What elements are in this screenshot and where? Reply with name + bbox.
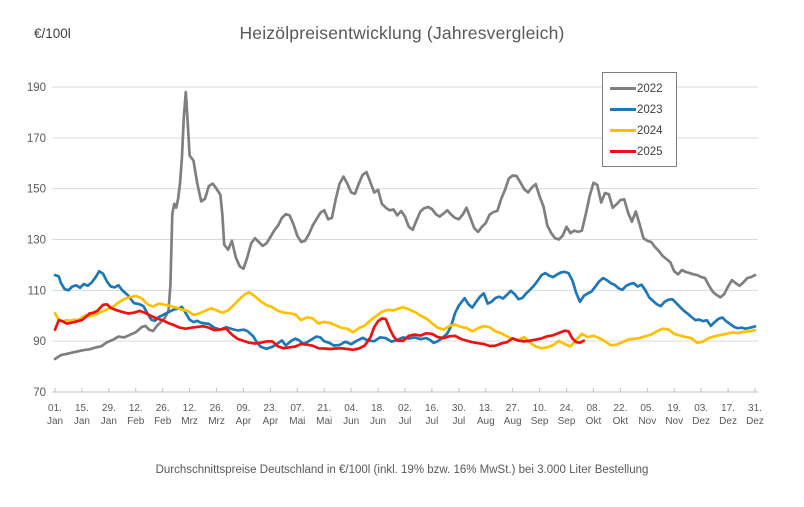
x-tick-label: 07. Mai xyxy=(289,403,305,427)
x-tick-label: 09. Apr xyxy=(236,403,252,427)
series-line-2023 xyxy=(53,269,757,351)
y-tick-label-170: 170 xyxy=(27,133,46,145)
x-tick-label: 23. Apr xyxy=(263,403,279,427)
x-tick-label: 16. Jul xyxy=(425,403,439,427)
x-tick-label: 12. Mrz xyxy=(181,403,198,427)
x-tick-label: 15. Jan xyxy=(74,403,90,427)
legend-item-2024: 2024 xyxy=(610,120,670,141)
legend-item-2022: 2022 xyxy=(610,78,670,99)
legend-swatch-2022 xyxy=(610,87,636,90)
y-tick-label-130: 130 xyxy=(27,235,46,247)
series-line-2025 xyxy=(53,302,586,352)
x-tick-label: 29. Jan xyxy=(101,403,117,427)
chart-title: Heizölpreisentwicklung (Jahresvergleich) xyxy=(239,23,565,43)
legend-label-2025: 2025 xyxy=(637,145,663,158)
x-tick-label: 17. Dez xyxy=(719,403,737,427)
x-tick-label: 26. Feb xyxy=(154,403,172,427)
x-tick-label: 19. Nov xyxy=(665,403,683,427)
legend-item-2025: 2025 xyxy=(610,141,670,162)
legend-item-2023: 2023 xyxy=(610,99,670,120)
series-line-2022 xyxy=(53,90,757,361)
y-tick-label-90: 90 xyxy=(33,336,46,348)
x-tick-label: 18. Jun xyxy=(370,403,386,427)
y-tick-label-190: 190 xyxy=(27,82,46,94)
legend-label-2023: 2023 xyxy=(637,103,663,116)
x-tick-label: 30. Jul xyxy=(452,403,466,427)
x-tick-label: 26. Mrz xyxy=(208,403,225,427)
x-tick-label: 08. Okt xyxy=(586,403,602,427)
footer-note: Durchschnittspreise Deutschland in €/100… xyxy=(155,464,649,476)
x-tick-label: 04. Jun xyxy=(343,403,359,427)
y-tick-label-150: 150 xyxy=(27,184,46,196)
legend-swatch-2025 xyxy=(610,150,636,153)
x-tick-label: 12. Feb xyxy=(127,403,145,427)
x-tick-label: 05. Nov xyxy=(638,403,656,427)
x-tick-label: 21. Mai xyxy=(316,403,332,427)
series-line-2024 xyxy=(53,291,757,350)
chart-legend: 2022 2023 2024 2025 xyxy=(602,72,677,167)
legend-label-2024: 2024 xyxy=(637,124,663,137)
x-tick-label: 24. Sep xyxy=(558,403,576,427)
x-tick-label: 31. Dez xyxy=(746,403,764,427)
y-tick-label-110: 110 xyxy=(28,285,46,297)
legend-swatch-2024 xyxy=(610,129,636,132)
x-tick-label: 27. Aug xyxy=(504,403,522,427)
x-tick-label: 02. Jul xyxy=(398,403,412,427)
x-tick-label: 03. Dez xyxy=(692,403,710,427)
legend-label-2022: 2022 xyxy=(637,82,663,95)
x-tick-label: 01. Jan xyxy=(47,403,63,427)
y-axis-unit-label: €/100l xyxy=(34,26,71,41)
x-tick-label: 10. Sep xyxy=(531,403,549,427)
x-tick-label: 13. Aug xyxy=(477,403,495,427)
x-tick-label: 22. Okt xyxy=(613,403,629,427)
legend-swatch-2023 xyxy=(610,108,636,111)
y-tick-label-70: 70 xyxy=(33,387,46,399)
